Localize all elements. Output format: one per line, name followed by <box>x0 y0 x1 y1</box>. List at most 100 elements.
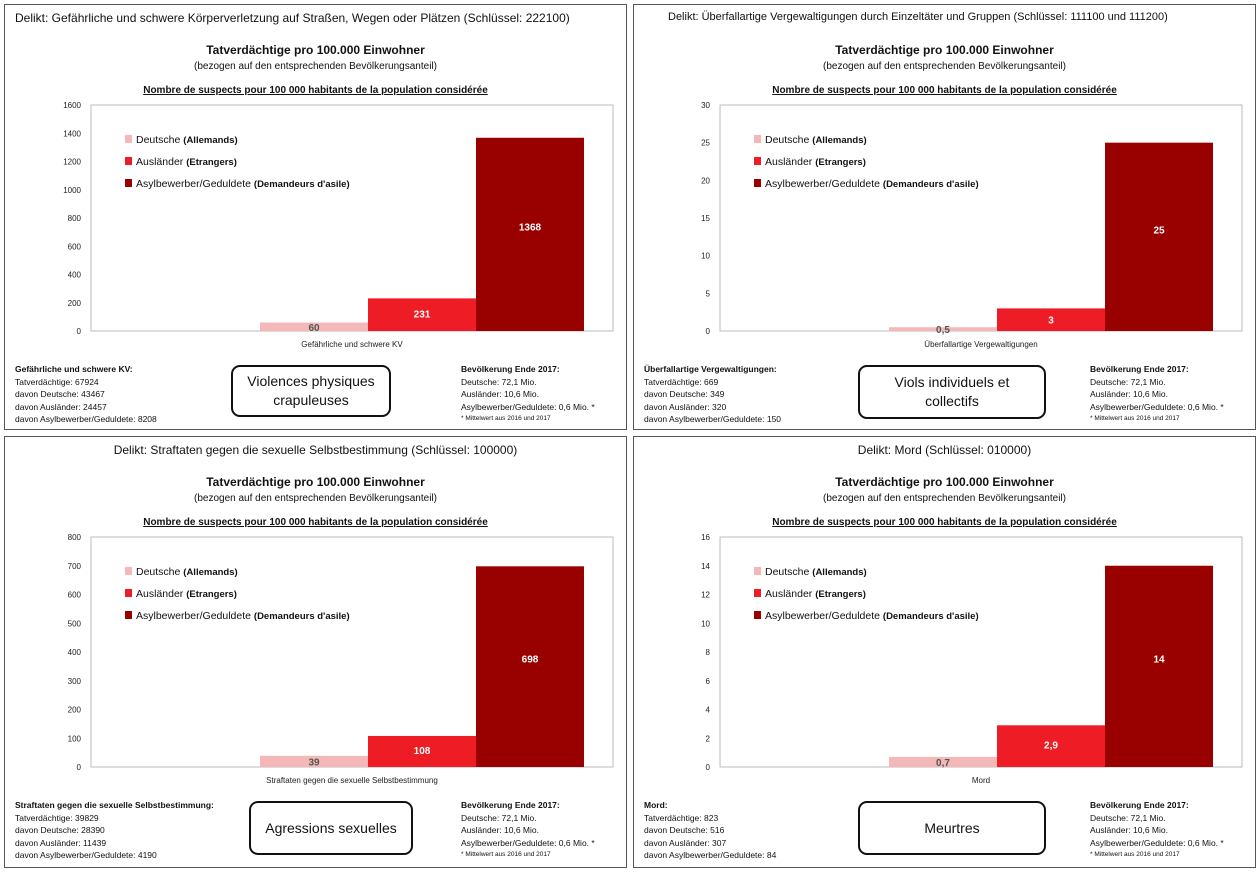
legend-label-german: Asylbewerber/Geduldete <box>765 610 883 622</box>
population-line: Ausländer: 10,6 Mio. <box>461 825 539 835</box>
legend-swatch <box>754 589 761 597</box>
stats-block: Straftaten gegen die sexuelle Selbstbest… <box>15 799 214 862</box>
population-line: Ausländer: 10,6 Mio. <box>1090 825 1168 835</box>
chart-heading: Tatverdächtige pro 100.000 Einwohner <box>206 43 425 57</box>
y-tick-label: 600 <box>68 242 82 251</box>
bar <box>476 566 584 767</box>
panel-1: Delikt: Gefährliche und schwere Körperve… <box>4 4 627 430</box>
chart-subheading: (bezogen auf den entsprechenden Bevölker… <box>823 61 1066 72</box>
legend-label-french: (Demandeurs d'asile) <box>883 611 979 622</box>
population-note: * Mittelwert aus 2016 und 2017 <box>1090 415 1180 422</box>
x-category-label: Gefährliche und schwere KV <box>301 340 403 349</box>
y-tick-label: 800 <box>68 533 82 542</box>
stats-title: Überfallartige Vergewaltigungen: <box>644 364 777 374</box>
legend-label-french: (Allemands) <box>812 567 866 578</box>
legend-label: Asylbewerber/Geduldete (Demandeurs d'asi… <box>136 610 350 622</box>
population-note: * Mittelwert aus 2016 und 2017 <box>461 851 551 858</box>
stats-line: Tatverdächtige: 39829 <box>15 812 99 823</box>
stats-line: davon Deutsche: 43467 <box>15 389 105 399</box>
y-tick-label: 15 <box>701 214 710 223</box>
legend-label-french: (Demandeurs d'asile) <box>254 179 350 190</box>
y-tick-label: 1600 <box>63 101 81 110</box>
population-line: Deutsche: 72,1 Mio. <box>461 376 537 387</box>
population-title: Bevölkerung Ende 2017: <box>1090 800 1189 810</box>
legend-label-french: (Allemands) <box>812 135 866 146</box>
french-heading: Nombre de suspects pour 100 000 habitant… <box>143 517 488 528</box>
y-tick-label: 1000 <box>63 186 81 195</box>
french-label-box: Meurtres <box>858 801 1046 855</box>
french-label-line: Viols individuels et <box>894 374 1010 390</box>
legend-label-french: (Etrangers) <box>815 589 866 600</box>
legend-swatch <box>125 179 132 187</box>
y-tick-label: 600 <box>68 591 82 600</box>
french-label-line: Meurtres <box>924 819 980 836</box>
x-category-label: Mord <box>972 776 990 785</box>
stats-line: davon Ausländer: 320 <box>644 401 727 412</box>
bar <box>476 137 584 331</box>
french-label-box: Viols individuels et collectifs <box>858 365 1046 419</box>
data-label: 3 <box>1048 316 1054 327</box>
stats-line: davon Ausländer: 307 <box>644 837 727 848</box>
panel-title: Delikt: Gefährliche und schwere Körperve… <box>15 11 570 25</box>
legend-swatch <box>754 567 761 575</box>
population-line: Ausländer: 10,6 Mio. <box>1090 389 1168 399</box>
chart-heading: Tatverdächtige pro 100.000 Einwohner <box>206 475 425 489</box>
y-tick-label: 4 <box>706 706 711 715</box>
population-note: * Mittelwert aus 2016 und 2017 <box>461 415 551 422</box>
stats-block: Mord: Tatverdächtige: 823 davon Deutsche… <box>644 799 776 862</box>
population-title: Bevölkerung Ende 2017: <box>461 800 560 810</box>
y-tick-label: 16 <box>701 533 710 542</box>
stats-line: davon Deutsche: 28390 <box>15 825 105 835</box>
panel-title: Delikt: Überfallartige Vergewaltigungen … <box>668 11 1168 23</box>
data-label: 0,7 <box>936 758 950 769</box>
x-category-label: Straftaten gegen die sexuelle Selbstbest… <box>266 776 438 785</box>
population-line: Deutsche: 72,1 Mio. <box>1090 812 1166 823</box>
legend-label-french: (Etrangers) <box>815 157 866 168</box>
chart-heading: Tatverdächtige pro 100.000 Einwohner <box>835 475 1054 489</box>
legend-label-french: (Allemands) <box>183 567 237 578</box>
population-block: Bevölkerung Ende 2017: Deutsche: 72,1 Mi… <box>1090 363 1224 426</box>
stats-line: davon Ausländer: 24457 <box>15 401 107 412</box>
population-block: Bevölkerung Ende 2017: Deutsche: 72,1 Mi… <box>461 363 595 426</box>
x-category-label: Überfallartige Vergewaltigungen <box>924 340 1037 349</box>
population-block: Bevölkerung Ende 2017: Deutsche: 72,1 Mi… <box>1090 799 1224 862</box>
legend-swatch <box>125 157 132 165</box>
legend-label-german: Asylbewerber/Geduldete <box>136 178 254 190</box>
stats-block: Überfallartige Vergewaltigungen: Tatverd… <box>644 363 781 426</box>
legend-label: Asylbewerber/Geduldete (Demandeurs d'asi… <box>765 610 979 622</box>
data-label: 2,9 <box>1044 740 1058 751</box>
population-note: * Mittelwert aus 2016 und 2017 <box>1090 851 1180 858</box>
legend-label: Asylbewerber/Geduldete (Demandeurs d'asi… <box>136 178 350 190</box>
legend-label-german: Deutsche <box>765 134 812 146</box>
y-tick-label: 200 <box>68 706 82 715</box>
population-line: Asylbewerber/Geduldete: 0,6 Mio. * <box>461 837 595 848</box>
stats-line: davon Ausländer: 11439 <box>15 837 107 848</box>
y-tick-label: 0 <box>77 763 82 772</box>
chart-subheading: (bezogen auf den entsprechenden Bevölker… <box>194 61 437 72</box>
legend-label-german: Deutsche <box>136 134 183 146</box>
bar-chart: 0 2 4 6 8 10 12 14 16 0,7 2,9 14 Mord Deutsche (Allem… <box>701 533 1243 785</box>
data-label: 108 <box>414 746 431 757</box>
y-tick-label: 2 <box>706 734 711 743</box>
panel-title: Delikt: Straftaten gegen die sexuelle Se… <box>113 443 518 457</box>
bar <box>1105 565 1213 767</box>
panel-3: Delikt: Straftaten gegen die sexuelle Se… <box>4 436 627 868</box>
stats-line: Tatverdächtige: 823 <box>644 812 719 823</box>
legend-swatch <box>754 611 761 619</box>
french-heading: Nombre de suspects pour 100 000 habitant… <box>143 85 488 96</box>
legend-swatch <box>754 157 761 165</box>
bar-chart: 0 5 10 15 20 25 30 0,5 3 25 Überfallartige Vergewa… <box>701 101 1243 349</box>
legend-label-german: Ausländer <box>765 588 815 600</box>
chart-subheading: (bezogen auf den entsprechenden Bevölker… <box>194 493 437 504</box>
stats-title: Straftaten gegen die sexuelle Selbstbest… <box>15 800 214 810</box>
legend-swatch <box>125 567 132 575</box>
y-tick-label: 300 <box>68 677 82 686</box>
bar-chart: 0 100 200 300 400 500 600 700 800 39 108 698 Strafta… <box>68 533 614 785</box>
bar <box>260 755 368 767</box>
y-tick-label: 500 <box>68 619 82 628</box>
french-heading: Nombre de suspects pour 100 000 habitant… <box>772 85 1117 96</box>
legend-label-german: Ausländer <box>765 156 815 168</box>
legend-label-german: Deutsche <box>136 566 183 578</box>
chart-heading: Tatverdächtige pro 100.000 Einwohner <box>835 43 1054 57</box>
data-label: 0,5 <box>936 325 950 336</box>
